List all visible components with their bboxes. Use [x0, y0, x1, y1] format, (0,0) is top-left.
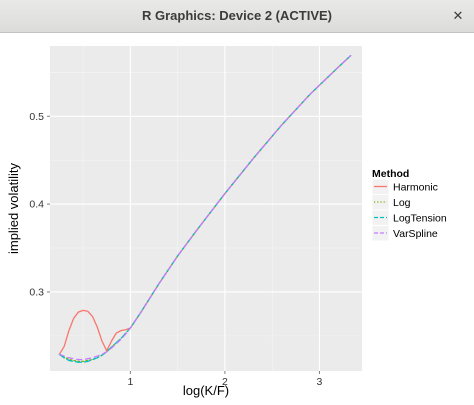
minor-gridlines [50, 46, 362, 371]
y-tick-label: 0.3 [29, 286, 44, 298]
x-tick-label: 3 [317, 376, 323, 388]
series-layer [58, 55, 352, 363]
legend-label: Log [393, 197, 411, 209]
legend-label: VarSpline [393, 228, 438, 240]
major-gridlines [50, 46, 362, 371]
y-axis-label: implied volatility [6, 162, 21, 254]
x-tick-label: 2 [222, 376, 228, 388]
plot-area: 1 2 3 0.3 0.4 0.5 log(K/F) implied volatility… [0, 33, 474, 405]
legend: Method Harmonic Log LogTension VarSpline [371, 168, 447, 242]
x-tick-label: 1 [127, 376, 133, 388]
series-line-logtension [58, 55, 352, 363]
plot-panel [50, 46, 362, 371]
axis-layer: 1 2 3 0.3 0.4 0.5 [29, 111, 322, 388]
y-tick-label: 0.4 [29, 199, 44, 211]
x-axis-label: log(K/F) [183, 383, 229, 398]
series-line-log [58, 55, 352, 362]
series-line-varspline [58, 55, 352, 361]
legend-items: Harmonic Log LogTension VarSpline [371, 178, 447, 242]
chart-svg: 1 2 3 0.3 0.4 0.5 log(K/F) implied volatility… [0, 33, 474, 405]
title-bar[interactable]: R Graphics: Device 2 (ACTIVE) ✕ [0, 0, 474, 33]
legend-title: Method [372, 168, 409, 180]
window-title: R Graphics: Device 2 (ACTIVE) [142, 8, 332, 23]
y-tick-label: 0.5 [29, 111, 44, 123]
legend-label: LogTension [393, 213, 447, 225]
close-icon[interactable]: ✕ [452, 8, 464, 23]
legend-label: Harmonic [393, 182, 438, 194]
